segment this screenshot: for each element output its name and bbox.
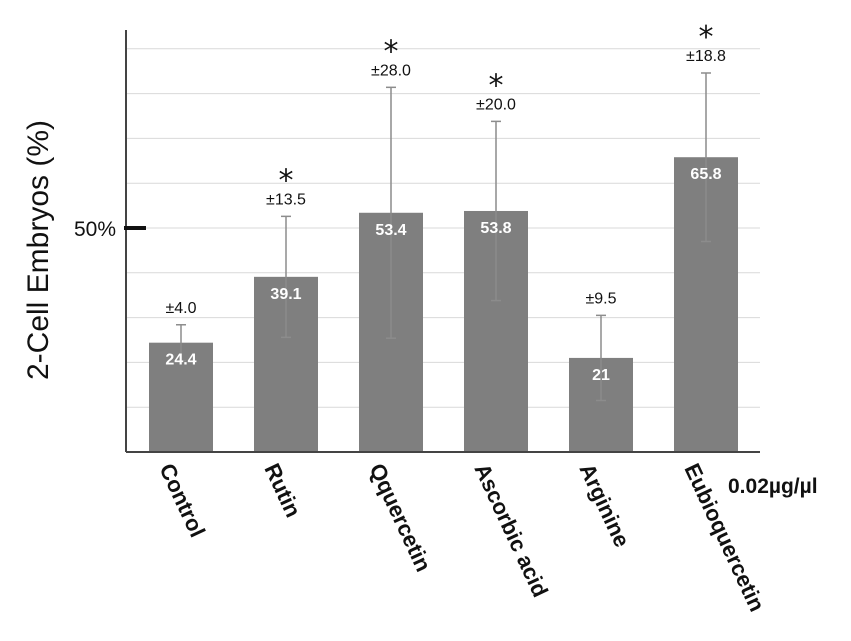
error-label: ±18.8 <box>686 48 726 65</box>
significance-marker: * <box>384 34 399 69</box>
x-tick-label: Control <box>154 460 210 541</box>
y-axis-label: 2-Cell Embryos (%) <box>22 120 55 380</box>
x-tick-label: Qquercetin <box>364 460 436 576</box>
x-tick-label: Arginine <box>574 460 634 551</box>
data-label: 21 <box>592 367 610 384</box>
significance-marker: * <box>489 68 504 103</box>
x-tick-label: Rutin <box>259 460 305 522</box>
gridlines <box>126 48 760 408</box>
data-label: 24.4 <box>165 352 196 369</box>
y-tick-label-50: 50% <box>74 218 116 241</box>
significance-marker: * <box>279 163 294 198</box>
significance-marker: * <box>699 20 714 55</box>
error-label: ±9.5 <box>585 290 616 307</box>
error-label: ±4.0 <box>165 300 196 317</box>
error-label: ±13.5 <box>266 191 306 208</box>
error-bars <box>176 72 711 402</box>
x-tick-label: Ascorbic acid <box>469 460 553 601</box>
error-label: ±28.0 <box>371 62 411 79</box>
data-label: 53.4 <box>375 222 406 239</box>
data-label: 39.1 <box>270 286 301 303</box>
data-label: 53.8 <box>480 220 511 237</box>
bars <box>149 157 738 452</box>
x-unit-label: 0.02µg/µl <box>728 475 818 498</box>
error-label: ±20.0 <box>476 96 516 113</box>
data-label: 65.8 <box>690 166 721 183</box>
